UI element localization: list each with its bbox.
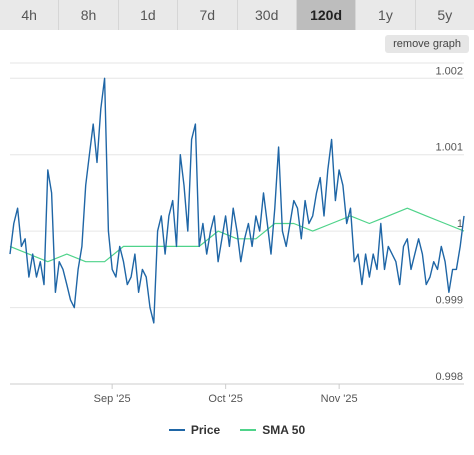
timeframe-tabs: 4h 8h 1d 7d 30d 120d 1y 5y (0, 0, 474, 30)
tab-30d[interactable]: 30d (238, 0, 297, 30)
tab-5y[interactable]: 5y (437, 7, 453, 23)
legend-item-sma[interactable]: SMA 50 (240, 422, 305, 438)
legend-price-swatch (168, 429, 185, 431)
legend-sma-swatch (240, 429, 257, 431)
price-series-line[interactable] (9, 77, 465, 324)
legend-sma-label: SMA 50 (262, 423, 306, 437)
tab-4h[interactable]: 4h (0, 0, 60, 30)
x-tick-label: Oct '25 (208, 393, 243, 405)
y-tick-label: 1.001 (435, 142, 463, 154)
remove-graph-button[interactable]: remove graph (385, 35, 469, 53)
chart-legend: Price SMA 50 (0, 422, 474, 438)
x-tick-label: Nov '25 (321, 393, 358, 405)
tab-8h[interactable]: 8h (59, 0, 119, 30)
sma-50-series-line[interactable] (9, 207, 465, 263)
tab-1d[interactable]: 1d (119, 0, 179, 30)
legend-item-price[interactable]: Price (168, 422, 221, 438)
tab-120d[interactable]: 120d (296, 0, 357, 30)
y-tick-label: 1 (457, 218, 463, 230)
legend-price-label: Price (190, 423, 221, 437)
tab-7d[interactable]: 7d (178, 0, 238, 30)
y-tick-label: 0.998 (435, 371, 463, 383)
y-tick-label: 0.999 (435, 295, 463, 307)
tab-1y[interactable]: 1y (356, 0, 416, 30)
y-tick-label: 1.002 (435, 65, 463, 77)
x-tick-label: Sep '25 (94, 393, 131, 405)
